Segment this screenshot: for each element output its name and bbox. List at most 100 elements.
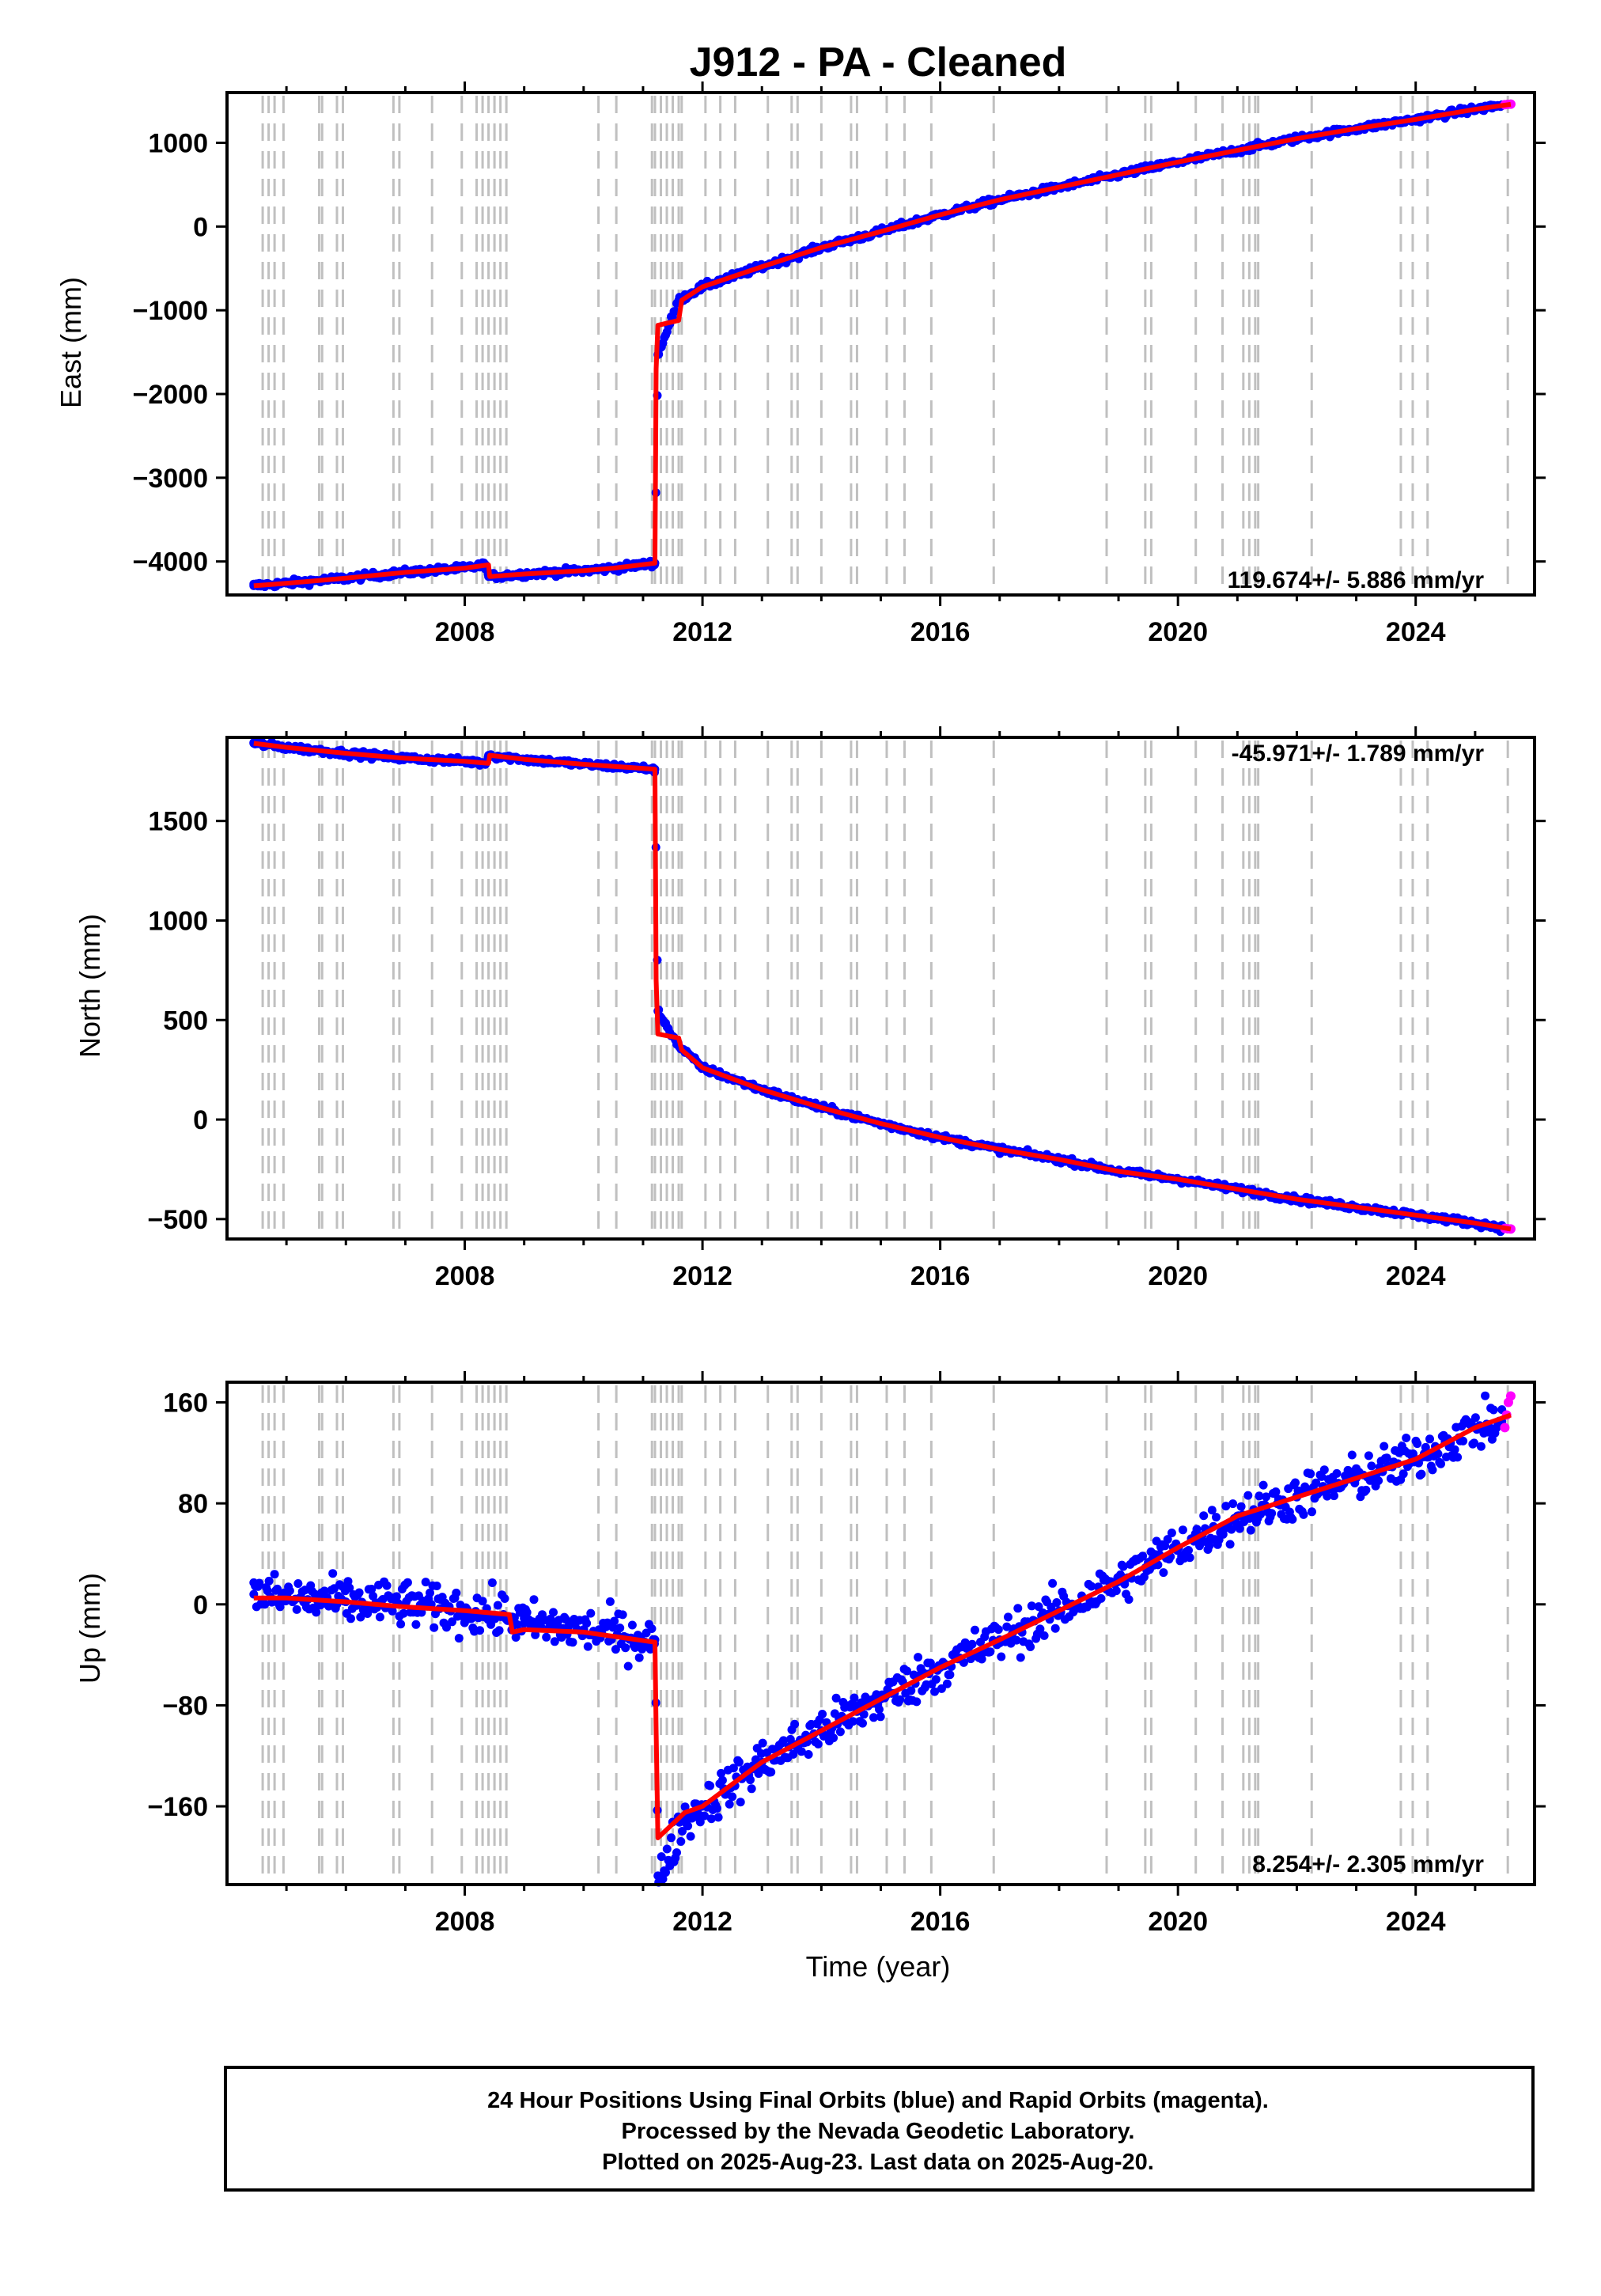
data-point bbox=[1167, 1529, 1176, 1537]
data-point bbox=[653, 1871, 663, 1881]
data-point bbox=[662, 1844, 672, 1854]
data-point bbox=[623, 1661, 633, 1671]
x-tick-labels: 2008 2012 2016 2020 2024 bbox=[435, 1907, 1446, 1937]
data-point bbox=[858, 1718, 867, 1728]
data-point bbox=[1481, 1391, 1490, 1400]
data-point bbox=[583, 1642, 592, 1651]
footer-line-2: Processed by the Nevada Geodetic Laborat… bbox=[622, 2119, 1135, 2144]
x-tick-label: 2012 bbox=[672, 617, 732, 647]
data-point bbox=[1192, 1525, 1202, 1534]
data-point bbox=[382, 1581, 392, 1590]
data-point bbox=[683, 1821, 693, 1831]
data-point bbox=[661, 1868, 670, 1877]
data-point bbox=[813, 1739, 823, 1749]
data-point bbox=[1039, 1631, 1049, 1640]
data-point bbox=[700, 1811, 710, 1821]
data-point bbox=[717, 1768, 726, 1778]
data-point bbox=[1096, 1593, 1106, 1603]
x-tick-label: 2012 bbox=[672, 1907, 732, 1937]
data-point bbox=[475, 1626, 485, 1635]
model-line bbox=[253, 741, 1512, 1232]
data-point bbox=[1402, 1434, 1411, 1442]
data-point bbox=[493, 1601, 502, 1610]
model-line bbox=[253, 101, 1512, 589]
data-point bbox=[779, 1736, 788, 1745]
y-tick-label: 80 bbox=[178, 1489, 208, 1519]
data-point bbox=[747, 1784, 756, 1794]
data-point bbox=[869, 1713, 878, 1722]
model-polyline bbox=[253, 741, 1512, 1232]
y-tick-label: 0 bbox=[193, 212, 208, 242]
data-point bbox=[831, 1693, 841, 1703]
data-point bbox=[657, 1852, 666, 1862]
x-tick-label: 2008 bbox=[435, 1261, 495, 1291]
y-tick-label: −3000 bbox=[133, 464, 209, 494]
data-point bbox=[328, 1569, 338, 1578]
y-tick-labels: −500 0 500 1000 1500 bbox=[147, 807, 208, 1235]
data-point bbox=[270, 1570, 279, 1579]
x-tick-labels: 2008 2012 2016 2020 2024 bbox=[435, 617, 1446, 647]
data-point bbox=[859, 1710, 869, 1719]
data-point bbox=[797, 1747, 806, 1756]
data-point bbox=[396, 1620, 406, 1629]
data-point bbox=[605, 1597, 615, 1606]
data-point bbox=[1323, 1491, 1332, 1501]
x-axis-label: Time (year) bbox=[806, 1950, 951, 1983]
data-point bbox=[1476, 1442, 1486, 1451]
data-point bbox=[1225, 1540, 1235, 1549]
data-point bbox=[1399, 1469, 1408, 1479]
x-tick-label: 2024 bbox=[1386, 1907, 1446, 1937]
x-tick-label: 2020 bbox=[1148, 617, 1208, 647]
y-tick-label: 0 bbox=[193, 1105, 208, 1135]
y-tick-label: −4000 bbox=[133, 547, 209, 578]
data-point bbox=[392, 1592, 401, 1601]
data-point bbox=[1246, 1525, 1255, 1535]
data-point bbox=[876, 1712, 885, 1722]
data-point bbox=[467, 1614, 476, 1623]
data-point bbox=[729, 1764, 738, 1773]
data-point bbox=[522, 1608, 532, 1617]
data-point bbox=[1317, 1472, 1327, 1481]
data-point bbox=[610, 1616, 619, 1626]
data-point bbox=[1124, 1595, 1134, 1605]
x-tick-label: 2020 bbox=[1148, 1907, 1208, 1937]
data-point bbox=[717, 1775, 727, 1785]
data-point bbox=[1160, 1541, 1170, 1551]
y-tick-label: 1000 bbox=[148, 129, 208, 159]
data-point bbox=[734, 1757, 744, 1767]
data-point bbox=[1050, 1623, 1060, 1633]
data-point bbox=[1027, 1601, 1036, 1611]
data-point bbox=[1159, 1568, 1168, 1578]
tick-marks bbox=[216, 81, 1546, 606]
data-point bbox=[621, 1643, 630, 1653]
data-point bbox=[568, 1638, 577, 1647]
data-point bbox=[1382, 1453, 1391, 1463]
data-point bbox=[1421, 1442, 1430, 1452]
data-point bbox=[945, 1670, 955, 1680]
data-point bbox=[354, 1588, 364, 1597]
data-point bbox=[1205, 1541, 1214, 1551]
data-point bbox=[667, 1833, 676, 1843]
data-point bbox=[1111, 1586, 1121, 1596]
data-point bbox=[634, 1653, 644, 1662]
data-point bbox=[292, 1605, 301, 1614]
data-point bbox=[959, 1658, 968, 1667]
data-point bbox=[986, 1647, 995, 1657]
y-tick-label: −2000 bbox=[133, 380, 209, 410]
data-point bbox=[1374, 1476, 1383, 1485]
data-point bbox=[399, 1608, 408, 1618]
data-point bbox=[1199, 1511, 1209, 1521]
data-point bbox=[672, 1848, 681, 1858]
data-point bbox=[343, 1577, 353, 1586]
data-point bbox=[1052, 1598, 1062, 1607]
chart-title: J912 - PA - Cleaned bbox=[690, 40, 1067, 85]
data-point bbox=[1450, 1445, 1459, 1454]
data-point bbox=[1459, 1436, 1468, 1445]
data-point bbox=[1255, 1491, 1264, 1501]
x-tick-label: 2008 bbox=[435, 617, 495, 647]
data-point bbox=[1013, 1604, 1023, 1613]
footer-line-1: 24 Hour Positions Using Final Orbits (bl… bbox=[487, 2088, 1269, 2113]
data-point bbox=[1288, 1514, 1297, 1524]
data-point bbox=[850, 1693, 859, 1703]
x-tick-label: 2016 bbox=[910, 617, 971, 647]
